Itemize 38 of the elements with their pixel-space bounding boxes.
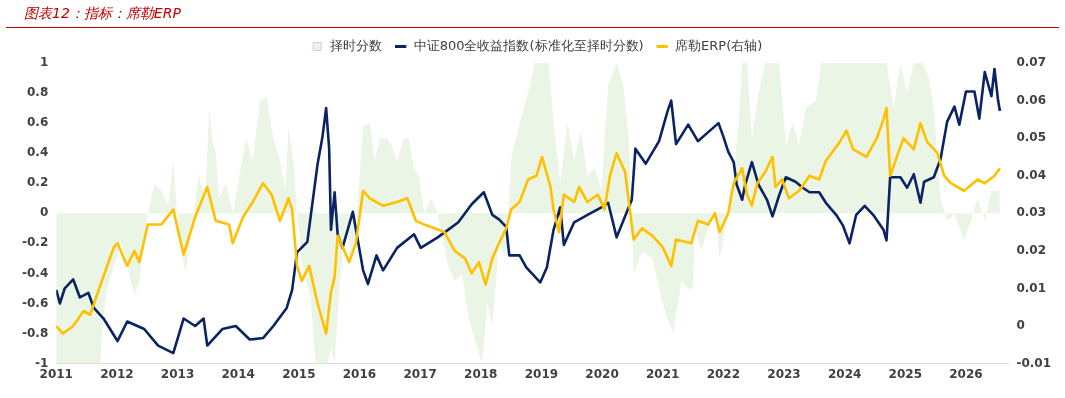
y2-tick-label: 0.01 <box>1016 280 1047 295</box>
y-tick-label: -0.4 <box>21 265 49 280</box>
y2-tick-label: 0.03 <box>1016 205 1047 220</box>
y2-tick-label: 0 <box>1016 318 1025 333</box>
y2-tick-label: -0.01 <box>1016 355 1052 370</box>
legend-label: 中证800全收益指数(标准化至择时分数) <box>413 37 644 53</box>
y-tick-label: -0.8 <box>21 325 49 340</box>
x-tick-label: 2023 <box>767 366 801 381</box>
y-tick-label: 0.4 <box>26 145 49 160</box>
chart-title: 图表12：指标：席勒ERP <box>6 0 1059 28</box>
y-tick-label: 0.6 <box>26 115 49 130</box>
x-tick-label: 2026 <box>949 366 983 381</box>
x-tick-label: 2015 <box>282 366 316 381</box>
y2-tick-label: 0.05 <box>1016 130 1047 145</box>
y-tick-label: 0.2 <box>26 175 49 190</box>
x-tick-label: 2018 <box>464 366 498 381</box>
y-tick-label: 1 <box>39 55 49 70</box>
y-tick-label: 0 <box>39 205 49 220</box>
x-tick-label: 2012 <box>100 366 134 381</box>
x-tick-label: 2013 <box>160 366 195 381</box>
x-tick-label: 2017 <box>403 366 437 381</box>
y2-tick-label: 0.07 <box>1016 55 1047 70</box>
x-tick-label: 2021 <box>646 366 680 381</box>
legend-label: 择时分数 <box>330 37 383 53</box>
x-tick-label: 2025 <box>888 366 923 381</box>
x-tick-label: 2014 <box>221 366 255 381</box>
y-tick-label: -0.2 <box>21 235 49 250</box>
legend-label: 席勒ERP(右轴) <box>675 37 763 53</box>
x-tick-label: 2016 <box>342 366 377 381</box>
y2-tick-label: 0.02 <box>1016 243 1047 257</box>
x-tick-label: 2024 <box>827 366 862 381</box>
y-tick-label: -0.6 <box>21 295 49 310</box>
y2-tick-label: 0.06 <box>1016 92 1047 107</box>
x-tick-label: 2020 <box>585 366 619 381</box>
x-tick-label: 2019 <box>524 366 559 381</box>
x-tick-label: 2022 <box>706 366 741 381</box>
y2-tick-label: 0.04 <box>1016 167 1047 182</box>
y-tick-label: 0.8 <box>26 85 49 100</box>
